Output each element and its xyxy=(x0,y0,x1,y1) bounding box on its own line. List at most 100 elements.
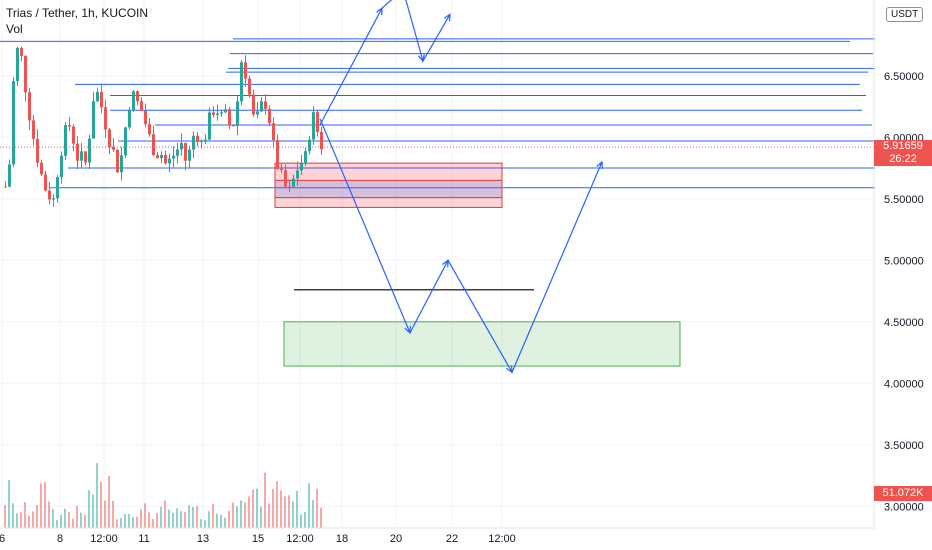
volume-bar xyxy=(28,515,30,528)
volume-bar xyxy=(160,506,162,528)
candle-body xyxy=(152,134,155,156)
candle-body xyxy=(164,154,167,164)
time-tick-label: 8 xyxy=(57,533,63,545)
candle-body xyxy=(272,123,275,141)
candle-body xyxy=(160,154,163,159)
volume-bar xyxy=(8,480,10,528)
volume-bar xyxy=(252,489,254,528)
candle-body xyxy=(176,149,179,156)
volume-bar xyxy=(136,516,138,528)
candle-body xyxy=(300,163,303,171)
volume-bar xyxy=(204,520,206,528)
candle-body xyxy=(268,108,271,124)
volume-bar xyxy=(316,488,318,528)
grid xyxy=(0,0,874,528)
candle-body xyxy=(72,126,75,144)
volume-bar xyxy=(168,509,170,528)
currency-button[interactable]: USDT xyxy=(886,7,924,22)
time-tick-label: 18 xyxy=(336,533,348,545)
volume-bar xyxy=(172,512,174,528)
volume-bar xyxy=(184,512,186,528)
time-tick-label: 20 xyxy=(390,533,402,545)
candle-body xyxy=(296,170,299,179)
candle-body xyxy=(96,91,99,102)
candle-body xyxy=(252,94,255,115)
volume-bar xyxy=(260,506,262,528)
volume-bar xyxy=(176,508,178,528)
volume-bar xyxy=(4,505,6,528)
volume-bar xyxy=(228,510,230,528)
volume-bar xyxy=(108,476,110,528)
target-zone xyxy=(283,321,681,367)
volume-bar xyxy=(236,506,238,528)
candle-body xyxy=(284,170,287,187)
volume-bar xyxy=(308,483,310,528)
price-tick-label: 4.00000 xyxy=(884,378,924,390)
time-tick-label: 15 xyxy=(252,533,264,545)
volume-bar xyxy=(264,472,266,528)
volume-bar xyxy=(208,511,210,528)
time-tick-label: 12:00 xyxy=(488,533,516,545)
volume-bar xyxy=(200,519,202,528)
volume-bar xyxy=(56,519,58,528)
time-tick-label: 11 xyxy=(138,533,149,545)
volume-bar xyxy=(220,514,222,528)
volume-bar xyxy=(144,503,146,528)
candle-body xyxy=(232,125,235,127)
volume-bar xyxy=(112,500,114,528)
candlesticks xyxy=(4,46,323,207)
time-tick-label: 6 xyxy=(0,533,5,545)
volume-readout-tag: 51.072K xyxy=(874,486,932,501)
candle-body xyxy=(204,139,207,141)
candle-body xyxy=(132,91,135,111)
candle-body xyxy=(124,127,127,156)
candle-body xyxy=(168,158,171,164)
volume-bar xyxy=(232,502,234,528)
projection-arrowhead xyxy=(596,160,603,169)
candle-body xyxy=(236,101,239,127)
candle-body xyxy=(212,112,215,115)
volume-bar xyxy=(244,502,246,528)
volume-bar xyxy=(288,495,290,528)
volume-bar xyxy=(96,463,98,528)
volume-bar xyxy=(224,517,226,528)
volume-readout-value: 51.072K xyxy=(882,487,924,499)
candle-body xyxy=(200,140,203,142)
resistance-zone xyxy=(274,162,503,208)
candle-body xyxy=(316,112,319,132)
volume-bar xyxy=(152,519,154,528)
candle-body xyxy=(280,168,283,171)
volume-bar xyxy=(320,507,322,528)
candle-body xyxy=(64,125,67,156)
inner-zone xyxy=(274,179,503,199)
volume-bar xyxy=(248,496,250,528)
volume-bar xyxy=(216,513,218,528)
candle-body xyxy=(288,186,291,188)
volume-bar xyxy=(140,509,142,528)
projection-arrowhead xyxy=(442,259,449,268)
volume-bar xyxy=(12,503,14,528)
volume-bar xyxy=(20,512,22,528)
time-tick-label: 13 xyxy=(197,533,209,545)
candle-body xyxy=(128,110,131,128)
candle-body xyxy=(224,109,227,113)
candle-body xyxy=(240,62,243,102)
candle-body xyxy=(24,55,27,93)
volume-bar xyxy=(32,511,34,528)
volume-bar xyxy=(188,505,190,528)
volume-bar xyxy=(292,501,294,528)
price-tick-label: 3.00000 xyxy=(884,501,924,513)
last-price-value: 5.91659 xyxy=(883,140,923,153)
volume-bar xyxy=(80,512,82,528)
time-tick-label: 12:00 xyxy=(90,533,118,545)
candle-body xyxy=(116,149,119,173)
candle-body xyxy=(148,124,151,135)
volume-bar xyxy=(72,518,74,528)
candle-body xyxy=(100,91,103,108)
candle-body xyxy=(108,129,111,147)
candle-body xyxy=(196,135,199,142)
volume-bar xyxy=(128,513,130,528)
candle-body xyxy=(56,177,59,199)
candle-body xyxy=(256,111,259,115)
